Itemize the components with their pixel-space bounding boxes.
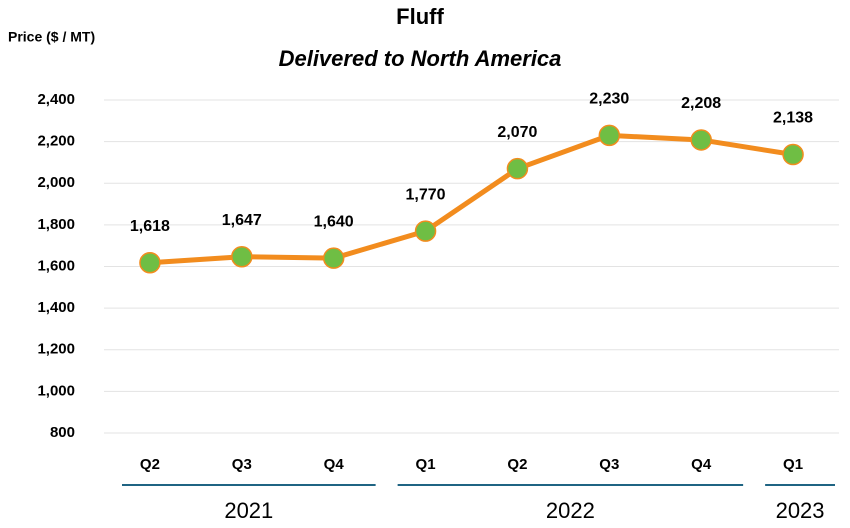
y-axis-label: Price ($ / MT) (8, 29, 95, 45)
marker (231, 245, 253, 268)
data-label: 2,070 (497, 124, 537, 141)
data-label: 2,208 (681, 95, 721, 112)
x-tick-label: Q4 (324, 456, 345, 473)
y-tick-label: 800 (50, 424, 75, 441)
marker (139, 252, 161, 274)
y-tick-label: 1,200 (37, 341, 75, 358)
data-label: 1,647 (222, 212, 262, 229)
x-tick-label: Q3 (599, 456, 619, 473)
line (149, 132, 794, 266)
y-tick-label: 2,000 (37, 174, 75, 191)
y-tick-label: 1,600 (37, 257, 75, 274)
data-label: 2,138 (773, 110, 813, 127)
data-label: 1,770 (406, 186, 446, 203)
y-tick-label: 1,800 (37, 216, 75, 233)
data-label: 1,618 (130, 218, 170, 235)
chart-title: Fluff (396, 4, 444, 29)
group-label: 2023 (776, 498, 825, 523)
marker (506, 157, 529, 180)
x-tick-label: Q1 (783, 456, 803, 473)
marker (414, 220, 437, 242)
group-label: 2021 (224, 498, 273, 523)
x-tick-label: Q3 (232, 456, 252, 473)
x-tick-label: Q2 (507, 456, 527, 473)
chart-subtitle: Delivered to North America (279, 46, 562, 71)
y-tick-label: 1,000 (37, 382, 75, 399)
data-label: 1,640 (314, 213, 354, 230)
marker (690, 129, 712, 151)
marker (322, 247, 345, 269)
marker (598, 124, 621, 147)
y-tick-label: 2,400 (37, 91, 75, 108)
marker (782, 143, 804, 166)
data-label: 2,230 (589, 91, 629, 108)
x-tick-label: Q2 (140, 456, 160, 473)
y-tick-label: 1,400 (37, 299, 75, 316)
x-tick-label: Q4 (691, 456, 712, 473)
y-tick-label: 2,200 (37, 133, 75, 150)
x-tick-label: Q1 (416, 456, 436, 473)
group-label: 2022 (546, 498, 595, 523)
